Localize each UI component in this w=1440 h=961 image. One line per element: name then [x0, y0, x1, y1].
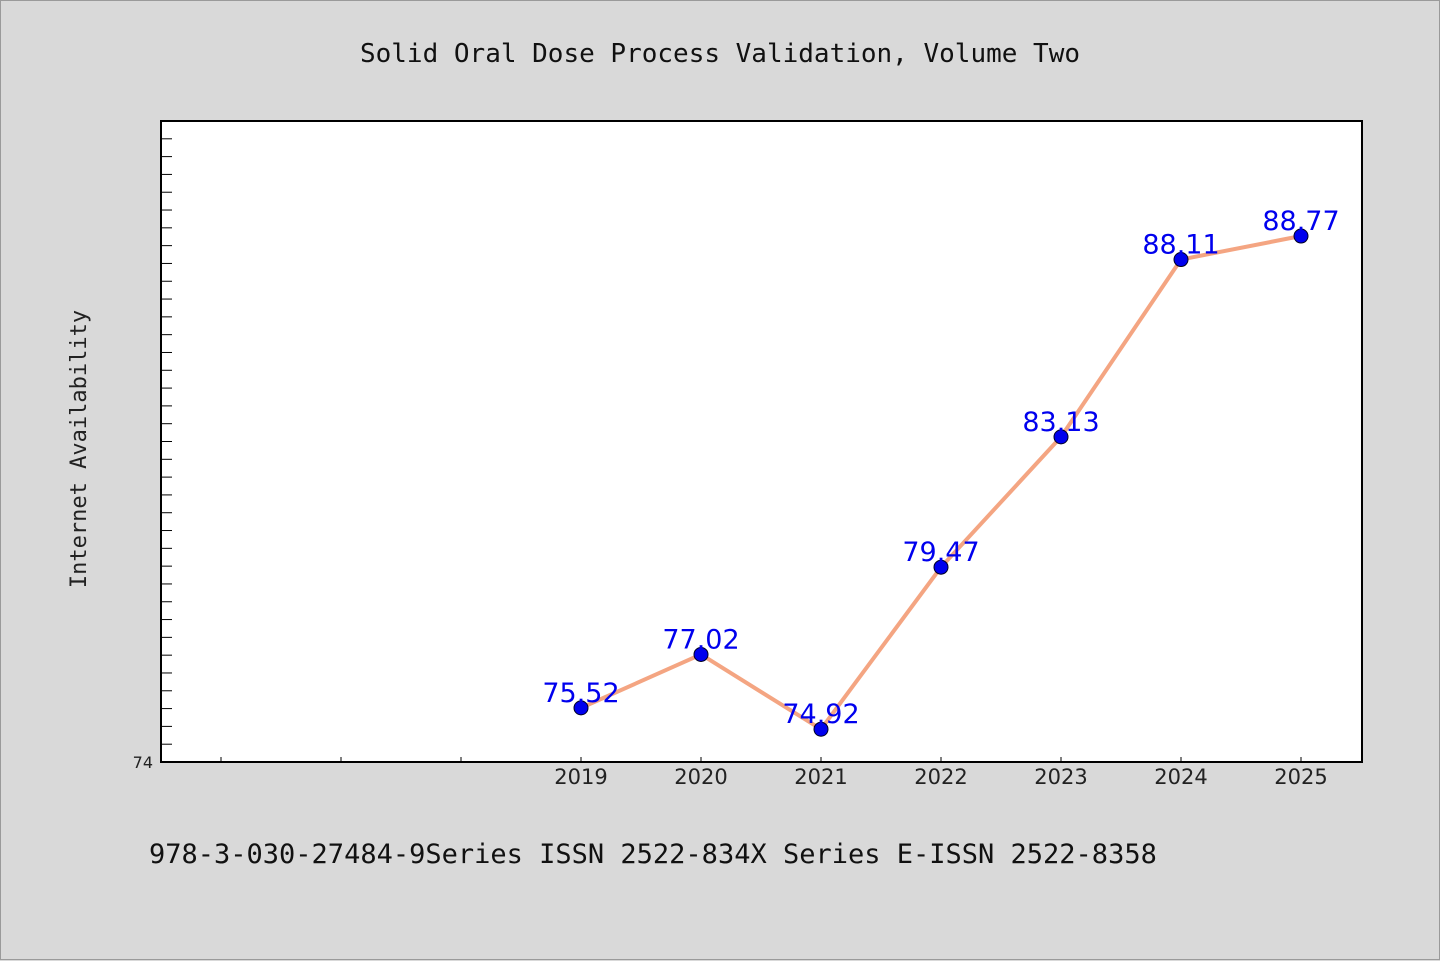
data-point: [1173, 252, 1189, 268]
data-label: 79.47: [902, 537, 979, 568]
x-tick-label: 2019: [554, 765, 607, 789]
x-tick-label: 2025: [1274, 765, 1327, 789]
data-label: 74.92: [782, 699, 859, 730]
y-axis: 74: [133, 138, 172, 772]
data-point: [1053, 429, 1069, 445]
plot-area: [160, 120, 1363, 763]
data-label: 75.52: [542, 678, 619, 709]
data-label: 83.13: [1022, 407, 1099, 438]
data-point: [933, 559, 949, 575]
chart-title: Solid Oral Dose Process Validation, Volu…: [360, 39, 1080, 69]
data-point: [813, 721, 829, 737]
data-point: [1293, 228, 1309, 244]
x-tick-label: 2020: [674, 765, 727, 789]
x-tick-label: 2021: [794, 765, 847, 789]
isbn-footer: 978-3-030-27484-9Series ISSN 2522-834X S…: [149, 839, 1157, 870]
x-axis: 2019 2020 2021 2022 2023 2024 2025: [220, 757, 1328, 789]
x-tick-label: 2024: [1154, 765, 1207, 789]
data-label: 88.11: [1142, 230, 1219, 261]
y-axis-label: Internet Availability: [67, 310, 92, 588]
x-tick-label: 2023: [1034, 765, 1087, 789]
y-tick-label: 74: [133, 753, 153, 772]
x-tick-label: 2022: [914, 765, 967, 789]
data-label: 77.02: [662, 624, 739, 655]
data-point: [693, 646, 709, 662]
data-label: 88.77: [1262, 206, 1339, 237]
data-labels: 75.52 77.02 74.92 79.47 83.13 88.11 88.77: [542, 206, 1339, 730]
data-markers: [573, 228, 1309, 737]
data-point: [573, 700, 589, 716]
